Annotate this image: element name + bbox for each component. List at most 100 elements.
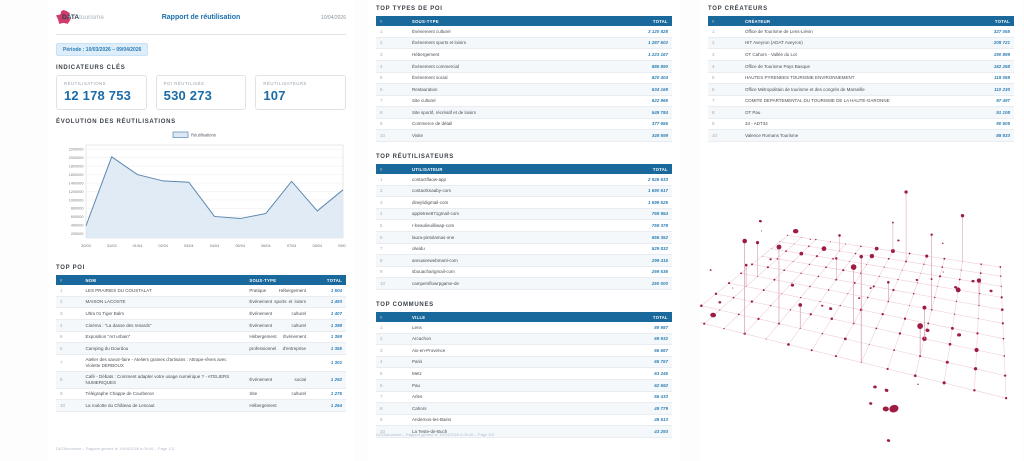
table-row: 2 Événement sports et loisirs 1 287 602 [376, 37, 672, 50]
top-reutilisateurs-table: # UTILISATEUR TOTAL 1 contactflaow-app 2 926 … [376, 163, 672, 290]
section-title-top-types: TOP TYPES DE POI [376, 6, 443, 12]
cell-text: Événement culturel [245, 319, 311, 332]
poi-3d-scatter-svg [683, 190, 1008, 442]
cell-rank: 3 [376, 196, 409, 209]
cell-text: Lens [408, 322, 608, 334]
cell-rank: 6 [708, 83, 741, 96]
cell-text: Événement sports et loisirs [408, 37, 608, 50]
column-header: # [376, 311, 409, 323]
table-row: 8 OT Pau 91 108 [708, 106, 1014, 119]
cell-total: 250 000 [607, 277, 672, 290]
cell-rank: 10 [376, 129, 409, 142]
table-row: 10 Valence Romans Tourisme 88 833 [708, 129, 1014, 142]
cell-text: Atelier des savoir-faire - Ateliers grai… [81, 354, 246, 372]
cell-text: Restauration [408, 83, 608, 96]
svg-text:800000: 800000 [71, 207, 84, 211]
table-row: 7 COMITE DEPARTEMENTAL DU TOURISME DE LA … [708, 95, 1014, 108]
cell-rank: 2 [708, 37, 741, 50]
cell-total: 43 293 [607, 425, 672, 438]
table-row: 10 La Teste-de-Buch 43 293 [376, 425, 672, 438]
section-title-top-poi: TOP POI [56, 265, 86, 271]
column-header: # [708, 16, 741, 27]
table-row: 8 annuairewebmarti-com 299 415 [376, 254, 672, 267]
cell-rank: 4 [376, 208, 409, 221]
cell-rank: 9 [376, 266, 409, 279]
kpi-label: RÉUTILISATIONS [64, 81, 107, 86]
cell-total: 622 966 [607, 95, 672, 108]
cell-text: laura-pintolamas-one [408, 231, 608, 244]
table-row: 9 Andernos-les-Bains 48 513 [376, 414, 672, 427]
cell-total: 190 899 [946, 48, 1014, 61]
cell-total: 66 657 [607, 344, 672, 357]
cell-rank: 5 [56, 331, 82, 344]
cell-rank: 8 [376, 106, 409, 119]
cell-total: 49 779 [607, 402, 672, 415]
section-title-indicateurs: INDICATEURS CLÉS [56, 65, 126, 71]
cell-text: r-beaulieuilliwap-com [408, 219, 608, 233]
table-row: 7 olwidu 529 832 [376, 243, 672, 256]
table-header-row: # SOUS-TYPE TOTAL [376, 16, 672, 27]
table-row: 8 Site sportif, récréatif et de loisirs 54… [376, 106, 672, 119]
cell-total: 1 359 [310, 331, 346, 344]
table-row: 6 laura-pintolamas-one 656 352 [376, 231, 672, 244]
cell-text: Site culturel [245, 388, 311, 401]
svg-text:04/04: 04/04 [210, 244, 220, 248]
cell-text: HAUTES PYRENEES TOURISME ENVIRONNEMENT [740, 72, 947, 85]
cell-total: 1 292 [310, 371, 346, 389]
periode-badge: Période : 10/03/2026 – 09/04/2026 [56, 43, 149, 56]
table-row: 9 Télégraphe Chappe de Courberon Site cult… [56, 388, 346, 401]
table-header-row: # VILLE TOTAL [376, 311, 672, 323]
cell-text: Événement sports et loisirs [245, 296, 311, 309]
cell-rank: 3 [56, 307, 82, 320]
section-title-top-createurs: TOP CRÉATEURS [708, 6, 768, 12]
table-header-row: # CRÉATEUR TOTAL [708, 16, 1014, 27]
cell-rank: 4 [708, 60, 741, 73]
evolution-chart-svg: 200000 400000 600000 800000 1000000 1200000 14… [69, 131, 348, 248]
cell-text: COMITE DEPARTEMENTAL DU TOURISME DE LA H… [740, 95, 947, 108]
cell-rank: 7 [376, 243, 409, 256]
cell-total: 1 355 [310, 342, 346, 355]
table-row: 1 Lens 89 987 [376, 322, 672, 334]
column-header: UTILISATEUR [408, 163, 608, 175]
column-header: NOM [81, 275, 246, 286]
column-header: SOUS-TYPE [408, 16, 608, 27]
table-row: 5 r-beaulieuilliwap-com 759 378 [376, 219, 672, 233]
table-row: 1 contactflaow-app 2 926 633 [376, 174, 672, 186]
table-row: 6 Pau 62 692 [376, 379, 672, 392]
cell-text: campersflowrpgame-de [408, 277, 608, 290]
cell-total: 69 932 [607, 333, 672, 346]
cell-text: Andernos-les-Bains [408, 414, 608, 427]
cell-text: Paris [408, 356, 608, 369]
cell-rank: 7 [376, 391, 409, 404]
cell-rank: 4 [56, 319, 82, 332]
cell-total: 2 926 633 [607, 174, 672, 186]
cell-rank: 1 [376, 26, 409, 38]
svg-text:06/04: 06/04 [261, 244, 271, 248]
cell-text: Événement commercial [408, 60, 608, 73]
table-row: 1 Office de Tourisme de Lens-Liévin 327 05… [708, 26, 1014, 38]
cell-total: 1 264 [310, 399, 346, 412]
cell-text: Hébergement Événement [245, 331, 311, 344]
cell-total: 1 504 [310, 285, 346, 297]
cell-rank: 6 [376, 231, 409, 244]
table-row: 5 Metz 63 246 [376, 367, 672, 380]
svg-text:1000000: 1000000 [69, 198, 84, 202]
section-title-evolution: ÉVOLUTION DES RÉUTILISATIONS [56, 119, 176, 125]
kpi-card-poi-reutilises: POI RÉUTILISÉS 530 273 [155, 75, 247, 110]
cell-total: 769 954 [607, 208, 672, 221]
brand-light: tourisme [79, 14, 105, 21]
svg-text:Réutilisations: Réutilisations [191, 133, 216, 138]
svg-text:09/04: 09/04 [338, 244, 346, 248]
report-date: 10/04/2026 [320, 15, 346, 21]
cell-rank: 1 [376, 322, 409, 334]
cell-total: 88 833 [946, 129, 1014, 142]
cell-rank: 6 [376, 83, 409, 96]
cell-rank: 7 [56, 354, 82, 372]
cell-text: professionnel d'entreprise [245, 342, 311, 355]
cell-rank: 8 [708, 106, 741, 119]
cell-rank: 9 [708, 118, 741, 131]
section-title-top-communes: TOP COMMUNES [376, 301, 434, 308]
cell-rank: 8 [56, 371, 82, 389]
cell-total: 299 415 [607, 254, 672, 267]
column-header: # [376, 16, 409, 27]
